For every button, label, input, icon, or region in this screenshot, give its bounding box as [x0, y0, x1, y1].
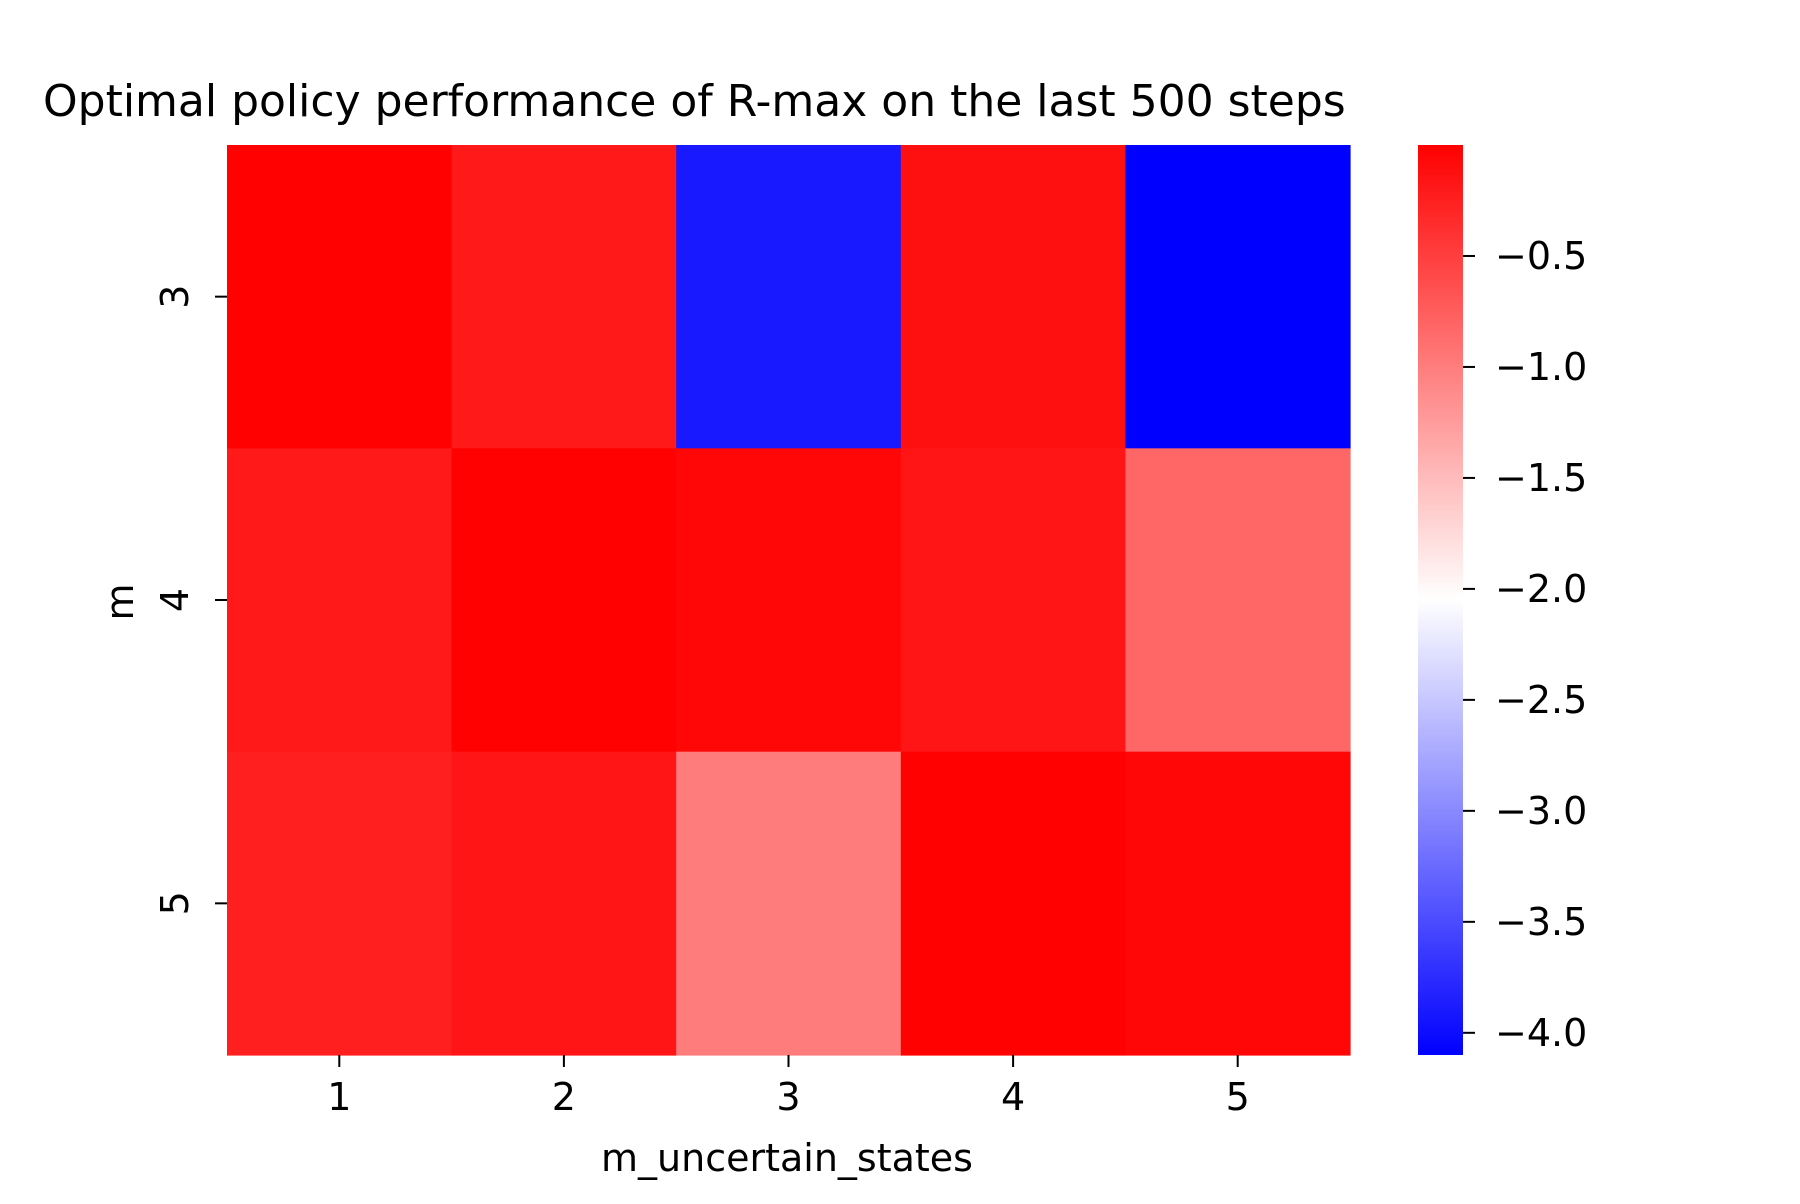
heatmap-cell — [227, 448, 453, 753]
heatmap-cell — [676, 448, 902, 753]
y-axis: 3 4 5 — [153, 285, 227, 915]
heatmap-cell — [900, 751, 1126, 1056]
heatmap-cell — [900, 448, 1126, 753]
x-axis: 1 2 3 4 5 — [327, 1055, 1250, 1119]
x-tick-label: 3 — [776, 1075, 800, 1119]
x-tick-label: 2 — [552, 1075, 576, 1119]
heatmap-cell — [1125, 145, 1351, 449]
colorbar-axis: −0.5 −1.0 −1.5 −2.0 −2.5 −3.0 −3.5 −4.0 — [1463, 234, 1587, 1055]
heatmap-cell — [451, 448, 677, 753]
heatmap-cell — [227, 145, 453, 449]
heatmap-cell — [1125, 751, 1351, 1056]
x-tick-label: 5 — [1226, 1075, 1250, 1119]
colorbar-tick-label: −0.5 — [1495, 234, 1587, 278]
heatmap-cell — [451, 145, 677, 449]
colorbar-tick-label: −2.0 — [1495, 567, 1587, 611]
colorbar — [1418, 145, 1463, 1055]
heatmap-cell — [676, 751, 902, 1056]
y-tick-label: 4 — [153, 588, 197, 612]
y-tick-label: 5 — [153, 891, 197, 915]
colorbar-tick-label: −3.0 — [1495, 789, 1587, 833]
chart-title: Optimal policy performance of R-max on t… — [43, 76, 1346, 127]
y-axis-label: m — [98, 583, 142, 620]
colorbar-tick-label: −4.0 — [1495, 1011, 1587, 1055]
y-tick-label: 3 — [153, 285, 197, 309]
x-tick-label: 4 — [1001, 1075, 1025, 1119]
x-axis-label: m_uncertain_states — [601, 1136, 973, 1180]
heatmap-cell — [451, 751, 677, 1056]
heatmap-cell — [227, 751, 453, 1056]
heatmap-cell — [900, 145, 1126, 449]
heatmap-cell — [676, 145, 902, 449]
colorbar-tick-label: −2.5 — [1495, 678, 1587, 722]
heatmap-cells — [227, 145, 1351, 1056]
heatmap-cell — [1125, 448, 1351, 753]
colorbar-tick-label: −1.0 — [1495, 345, 1587, 389]
colorbar-tick-label: −3.5 — [1495, 900, 1587, 944]
x-tick-label: 1 — [327, 1075, 351, 1119]
colorbar-tick-label: −1.5 — [1495, 456, 1587, 500]
